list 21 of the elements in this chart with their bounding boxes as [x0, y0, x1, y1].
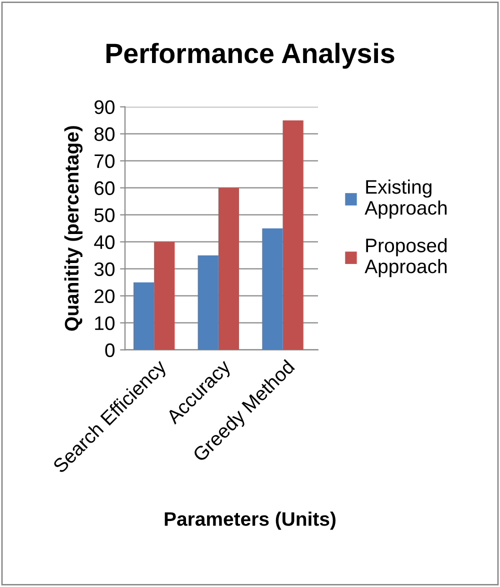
y-tick-label: 10: [95, 316, 115, 330]
y-tick-label: 30: [94, 262, 115, 276]
bar: [218, 188, 239, 350]
bar: [133, 282, 154, 350]
y-axis-title: Quanitity (percentage): [64, 126, 83, 331]
chart-title: Performance Analysis: [106, 42, 394, 69]
y-tick-label: 50: [94, 208, 115, 222]
bar: [198, 255, 218, 350]
y-tick-label: 20: [94, 289, 115, 304]
y-tick-label: 60: [94, 181, 115, 196]
y-tick-label: 40: [94, 235, 115, 250]
legend-label: Existing Approach: [364, 180, 447, 219]
legend-label: Proposed Approach: [364, 238, 447, 278]
y-tick-label: 90: [94, 100, 115, 114]
y-tick-label: 80: [94, 127, 115, 142]
y-tick-label: 70: [94, 154, 115, 168]
bar: [262, 228, 283, 350]
bar: [282, 120, 304, 350]
bar: [154, 242, 175, 350]
x-axis-title: Parameters (Units): [164, 512, 336, 530]
y-tick-label: 0: [105, 343, 115, 358]
